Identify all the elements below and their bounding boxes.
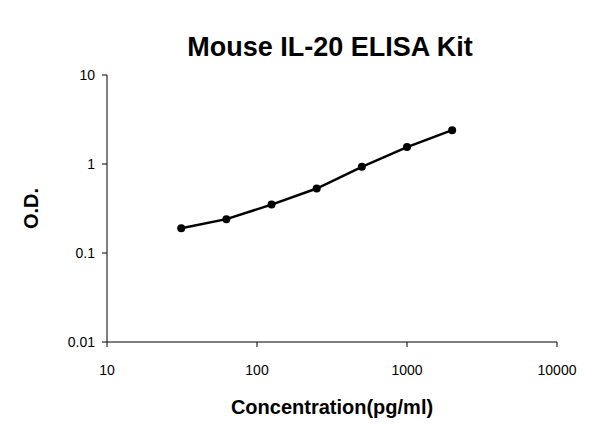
plot-area xyxy=(177,126,456,232)
data-point xyxy=(268,201,276,209)
x-tick-label: 10000 xyxy=(538,362,577,378)
x-tick xyxy=(107,342,108,347)
x-tick xyxy=(257,342,258,347)
y-axis-line xyxy=(107,75,108,342)
y-tick xyxy=(102,342,107,343)
data-point xyxy=(313,185,321,193)
y-tick xyxy=(102,253,107,254)
y-tick xyxy=(102,75,107,76)
y-tick-label: 10 xyxy=(79,67,95,83)
x-axis-title: Concentration(pg/ml) xyxy=(231,396,433,418)
y-tick xyxy=(102,164,107,165)
title: Mouse IL-20 ELISA Kit xyxy=(187,32,473,62)
x-tick xyxy=(557,342,558,347)
x-axis-line xyxy=(107,342,557,343)
chart-container: Mouse IL-20 ELISA Kit 0.01 0.1 1 10 10 100 1000… xyxy=(0,0,600,439)
y-tick-label: 0.01 xyxy=(68,334,95,350)
x-tick-label: 100 xyxy=(245,362,269,378)
y-tick-label: 0.1 xyxy=(76,245,96,261)
data-point xyxy=(177,224,185,232)
x-tick-label: 10 xyxy=(99,362,115,378)
data-point xyxy=(222,215,230,223)
data-point xyxy=(448,126,456,134)
y-axis-title: O.D. xyxy=(20,188,42,229)
data-point xyxy=(358,163,366,171)
chart-svg: Mouse IL-20 ELISA Kit 0.01 0.1 1 10 10 100 1000… xyxy=(0,0,600,439)
x-tick-label: 1000 xyxy=(391,362,422,378)
data-line xyxy=(181,130,452,228)
x-tick xyxy=(407,342,408,347)
data-point xyxy=(403,143,411,151)
y-tick-label: 1 xyxy=(87,156,95,172)
